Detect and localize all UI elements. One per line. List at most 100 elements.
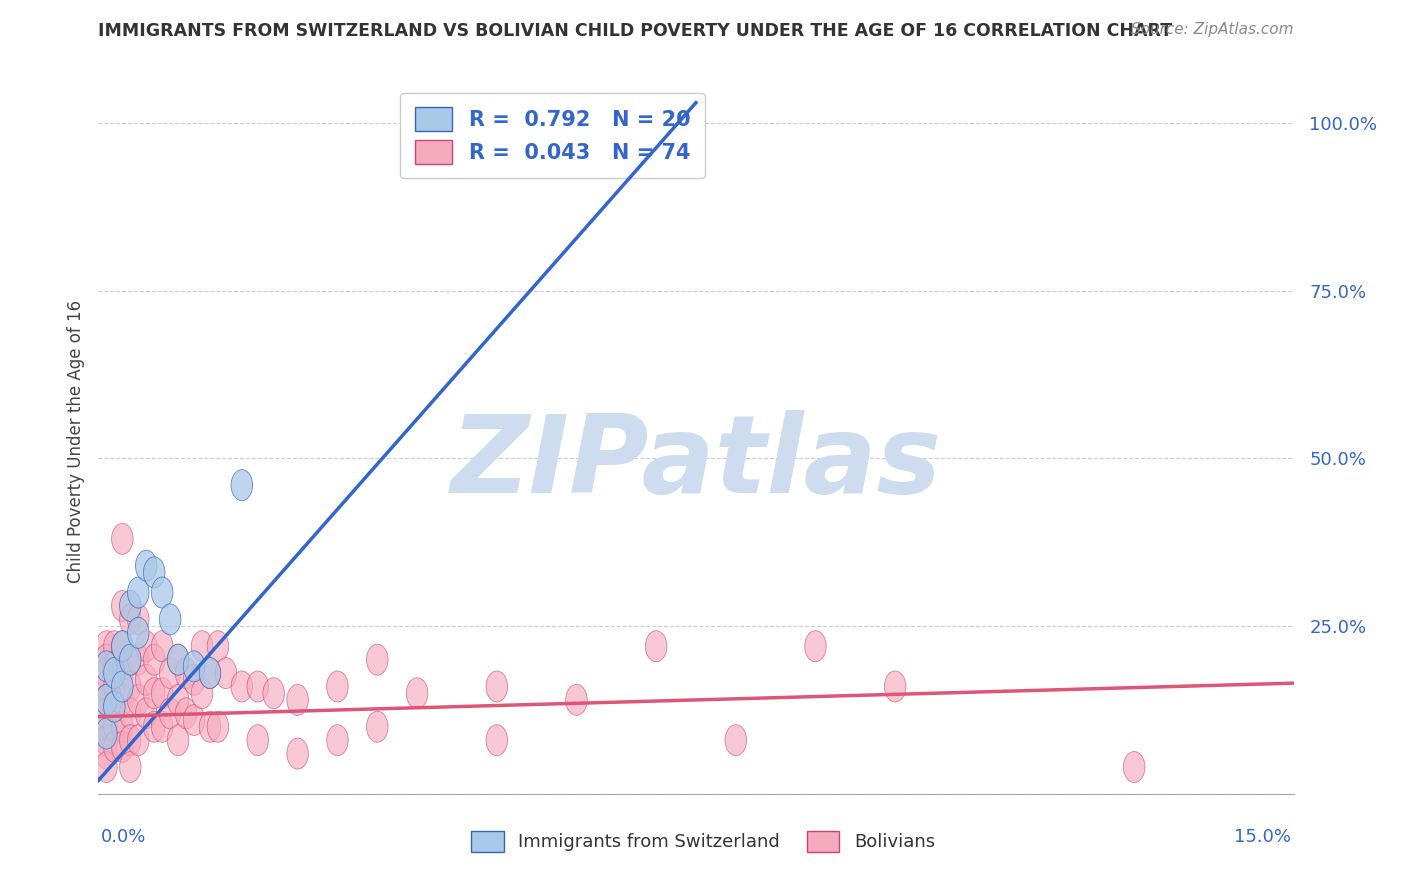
Ellipse shape [159,698,181,729]
Ellipse shape [128,684,149,715]
Ellipse shape [111,731,134,763]
Ellipse shape [326,671,349,702]
Ellipse shape [183,705,205,736]
Ellipse shape [96,698,117,729]
Ellipse shape [96,752,117,782]
Ellipse shape [104,651,125,681]
Ellipse shape [152,711,173,742]
Ellipse shape [143,644,165,675]
Ellipse shape [207,711,229,742]
Ellipse shape [200,657,221,689]
Ellipse shape [96,718,117,749]
Ellipse shape [645,631,666,662]
Text: Source: ZipAtlas.com: Source: ZipAtlas.com [1130,22,1294,37]
Ellipse shape [247,724,269,756]
Ellipse shape [135,665,157,695]
Ellipse shape [120,591,141,622]
Ellipse shape [159,657,181,689]
Ellipse shape [486,724,508,756]
Ellipse shape [367,644,388,675]
Ellipse shape [96,644,117,675]
Ellipse shape [104,711,125,742]
Ellipse shape [96,631,117,662]
Ellipse shape [111,591,134,622]
Ellipse shape [104,631,125,662]
Ellipse shape [111,657,134,689]
Ellipse shape [120,644,141,675]
Y-axis label: Child Poverty Under the Age of 16: Child Poverty Under the Age of 16 [66,300,84,583]
Ellipse shape [167,644,188,675]
Ellipse shape [111,671,134,702]
Ellipse shape [167,684,188,715]
Ellipse shape [111,684,134,715]
Ellipse shape [191,631,212,662]
Text: ZIPatlas: ZIPatlas [450,409,942,516]
Ellipse shape [263,678,284,709]
Ellipse shape [247,671,269,702]
Legend: Immigrants from Switzerland, Bolivians: Immigrants from Switzerland, Bolivians [463,822,943,861]
Ellipse shape [128,644,149,675]
Ellipse shape [231,470,253,500]
Ellipse shape [183,651,205,681]
Ellipse shape [128,724,149,756]
Ellipse shape [167,724,188,756]
Ellipse shape [111,524,134,554]
Ellipse shape [111,631,134,662]
Ellipse shape [183,665,205,695]
Text: 15.0%: 15.0% [1233,828,1291,846]
Ellipse shape [167,644,188,675]
Ellipse shape [143,678,165,709]
Legend: R =  0.792   N = 20, R =  0.043   N = 74: R = 0.792 N = 20, R = 0.043 N = 74 [401,93,704,178]
Ellipse shape [120,604,141,635]
Ellipse shape [486,671,508,702]
Ellipse shape [135,698,157,729]
Ellipse shape [287,684,308,715]
Ellipse shape [104,731,125,763]
Ellipse shape [804,631,827,662]
Ellipse shape [326,724,349,756]
Ellipse shape [176,657,197,689]
Ellipse shape [200,657,221,689]
Ellipse shape [207,631,229,662]
Ellipse shape [159,604,181,635]
Ellipse shape [111,631,134,662]
Ellipse shape [96,684,117,715]
Ellipse shape [152,577,173,608]
Ellipse shape [128,617,149,648]
Ellipse shape [231,671,253,702]
Ellipse shape [104,657,125,689]
Ellipse shape [152,678,173,709]
Ellipse shape [128,577,149,608]
Ellipse shape [128,604,149,635]
Ellipse shape [120,698,141,729]
Ellipse shape [96,684,117,715]
Ellipse shape [725,724,747,756]
Ellipse shape [884,671,905,702]
Ellipse shape [143,711,165,742]
Ellipse shape [135,631,157,662]
Ellipse shape [104,691,125,723]
Ellipse shape [406,678,427,709]
Text: IMMIGRANTS FROM SWITZERLAND VS BOLIVIAN CHILD POVERTY UNDER THE AGE OF 16 CORREL: IMMIGRANTS FROM SWITZERLAND VS BOLIVIAN … [98,22,1173,40]
Ellipse shape [96,724,117,756]
Ellipse shape [200,711,221,742]
Ellipse shape [367,711,388,742]
Ellipse shape [96,738,117,769]
Ellipse shape [215,657,236,689]
Ellipse shape [287,738,308,769]
Ellipse shape [565,128,588,159]
Ellipse shape [1123,752,1144,782]
Ellipse shape [152,631,173,662]
Ellipse shape [111,711,134,742]
Ellipse shape [565,684,588,715]
Ellipse shape [96,711,117,742]
Ellipse shape [96,651,117,681]
Ellipse shape [120,724,141,756]
Ellipse shape [104,671,125,702]
Ellipse shape [96,657,117,689]
Ellipse shape [191,678,212,709]
Ellipse shape [120,644,141,675]
Ellipse shape [120,671,141,702]
Ellipse shape [143,557,165,588]
Ellipse shape [135,550,157,582]
